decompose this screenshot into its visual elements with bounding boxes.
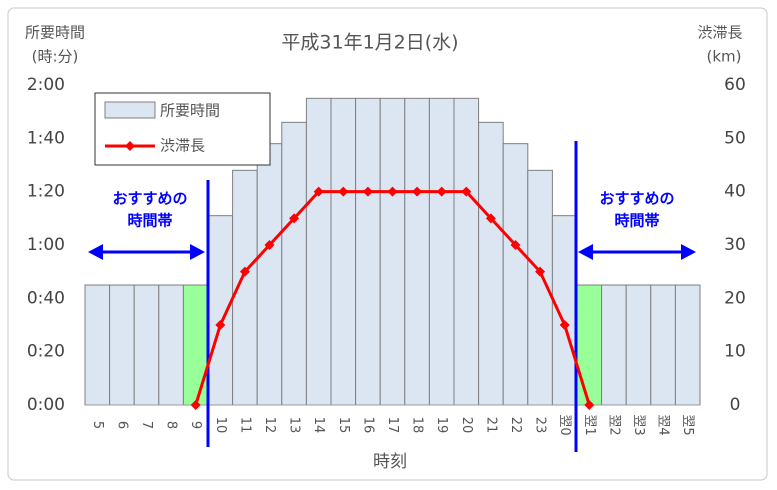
bar: [601, 284, 627, 406]
line-marker: [239, 266, 250, 277]
annotation: 時間帯: [614, 212, 659, 230]
x-tick-label: 10: [213, 417, 228, 434]
y-tick-label: 0:40: [27, 288, 65, 308]
y-tick-label: 1:20: [27, 182, 65, 202]
x-tick-label: 23: [533, 417, 548, 434]
line-marker: [289, 213, 300, 224]
line-marker: [461, 186, 472, 197]
x-tick-label: 5: [90, 421, 105, 429]
x-tick-label: 7: [139, 421, 154, 429]
x-tick-label: 16: [360, 417, 375, 434]
y-tick-label: 1:00: [27, 235, 65, 255]
bar: [281, 121, 307, 406]
line-marker: [215, 320, 226, 330]
legend-swatch: [125, 141, 135, 151]
y-axis-label: (時:分): [32, 48, 79, 66]
y-axis-label: 所要時間: [25, 24, 85, 42]
arrow-head: [578, 244, 593, 260]
x-tick-label: 13: [287, 417, 302, 434]
bar: [182, 284, 209, 406]
line-marker: [362, 186, 373, 197]
y2-tick-label: 10: [724, 342, 746, 362]
y2-tick-label: 60: [724, 75, 746, 95]
legend-label: 渋滞長: [160, 137, 205, 155]
line-marker: [559, 320, 570, 330]
line-marker: [264, 240, 275, 250]
x-tick-label: 18: [410, 417, 425, 434]
x-tick-label: 14: [311, 417, 326, 434]
line-marker: [436, 186, 447, 197]
x-tick-label: 20: [459, 417, 474, 434]
y2-tick-label: 0: [730, 395, 741, 415]
bar: [428, 97, 455, 406]
y2-axis-label: (km): [706, 48, 741, 66]
bar: [453, 97, 480, 406]
bar: [625, 284, 652, 406]
bar: [502, 143, 529, 406]
x-tick-label: 15: [336, 417, 351, 434]
bar: [330, 97, 357, 406]
y2-tick-label: 30: [724, 235, 746, 255]
y-tick-label: 0:20: [27, 342, 65, 362]
legend-label: 所要時間: [160, 102, 220, 120]
arrow-head: [190, 244, 205, 260]
y-tick-label: 0:00: [27, 395, 65, 415]
line-marker: [190, 400, 201, 410]
line-marker: [535, 266, 546, 277]
x-tick-label: 8: [164, 421, 179, 429]
y2-axis-label: 渋滞長: [697, 24, 742, 42]
bar: [256, 143, 283, 406]
x-tick-label: 11: [237, 417, 252, 434]
x-tick-label: 翌2: [606, 414, 621, 435]
bar: [133, 284, 160, 406]
bar: [379, 97, 406, 406]
x-tick-label: 翌4: [656, 414, 671, 435]
y2-tick-label: 20: [724, 288, 746, 308]
bar: [355, 97, 381, 406]
x-tick-label: 17: [385, 417, 400, 434]
line-marker: [313, 186, 324, 197]
y2-tick-label: 40: [724, 182, 746, 202]
bar: [576, 284, 603, 406]
x-tick-label: 22: [508, 417, 523, 434]
x-tick-label: 翌3: [631, 414, 646, 435]
bar: [109, 284, 135, 406]
x-tick-label: 19: [434, 417, 449, 434]
line-marker: [412, 186, 423, 197]
x-tick-label: 6: [114, 421, 129, 429]
legend-swatch: [104, 101, 156, 119]
arrow-head: [681, 244, 696, 260]
annotation: おすすめの: [112, 190, 187, 208]
bar: [551, 215, 578, 406]
x-tick-label: 翌0: [557, 414, 572, 435]
x-tick-label: 翌1: [582, 414, 597, 435]
bar: [674, 284, 701, 406]
bar: [478, 121, 504, 406]
x-tick-label: 12: [262, 417, 277, 434]
bar: [404, 97, 430, 406]
x-tick-label: 9: [188, 421, 203, 429]
arrow-head: [88, 244, 103, 260]
line-marker: [387, 186, 398, 197]
bar: [305, 97, 332, 406]
bar: [158, 284, 184, 406]
annotation: 時間帯: [127, 212, 172, 230]
bar: [207, 215, 234, 406]
y-tick-label: 2:00: [27, 75, 65, 95]
line-marker: [338, 186, 349, 197]
x-tick-label: 翌5: [680, 414, 695, 435]
line-marker: [510, 240, 521, 250]
line-marker: [485, 213, 496, 224]
bar: [650, 284, 676, 406]
x-axis-label: 時刻: [373, 452, 407, 472]
annotation: おすすめの: [599, 190, 674, 208]
line-marker: [584, 400, 595, 410]
x-tick-label: 21: [483, 417, 498, 434]
bar: [84, 284, 111, 406]
chart-title: 平成31年1月2日(水): [281, 32, 458, 54]
y2-tick-label: 50: [724, 128, 746, 148]
y-tick-label: 1:40: [27, 128, 65, 148]
